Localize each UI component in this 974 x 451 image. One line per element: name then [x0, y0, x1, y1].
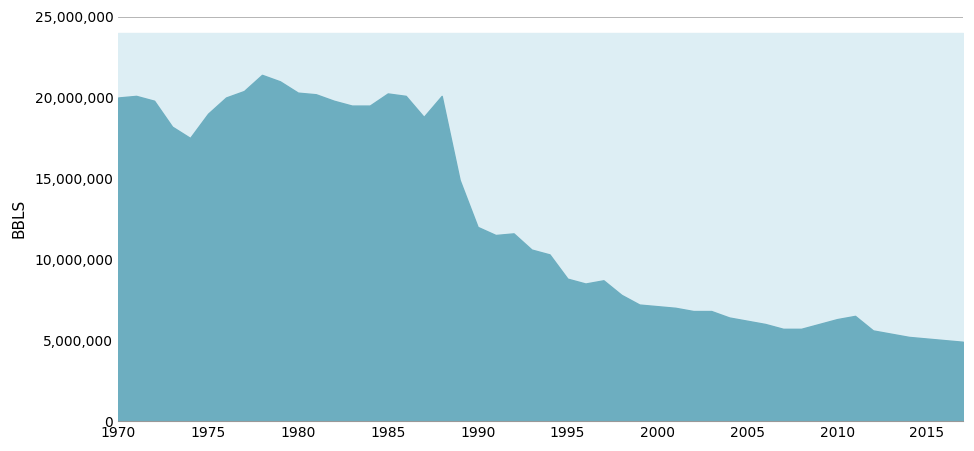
Y-axis label: BBLS: BBLS [11, 199, 26, 239]
